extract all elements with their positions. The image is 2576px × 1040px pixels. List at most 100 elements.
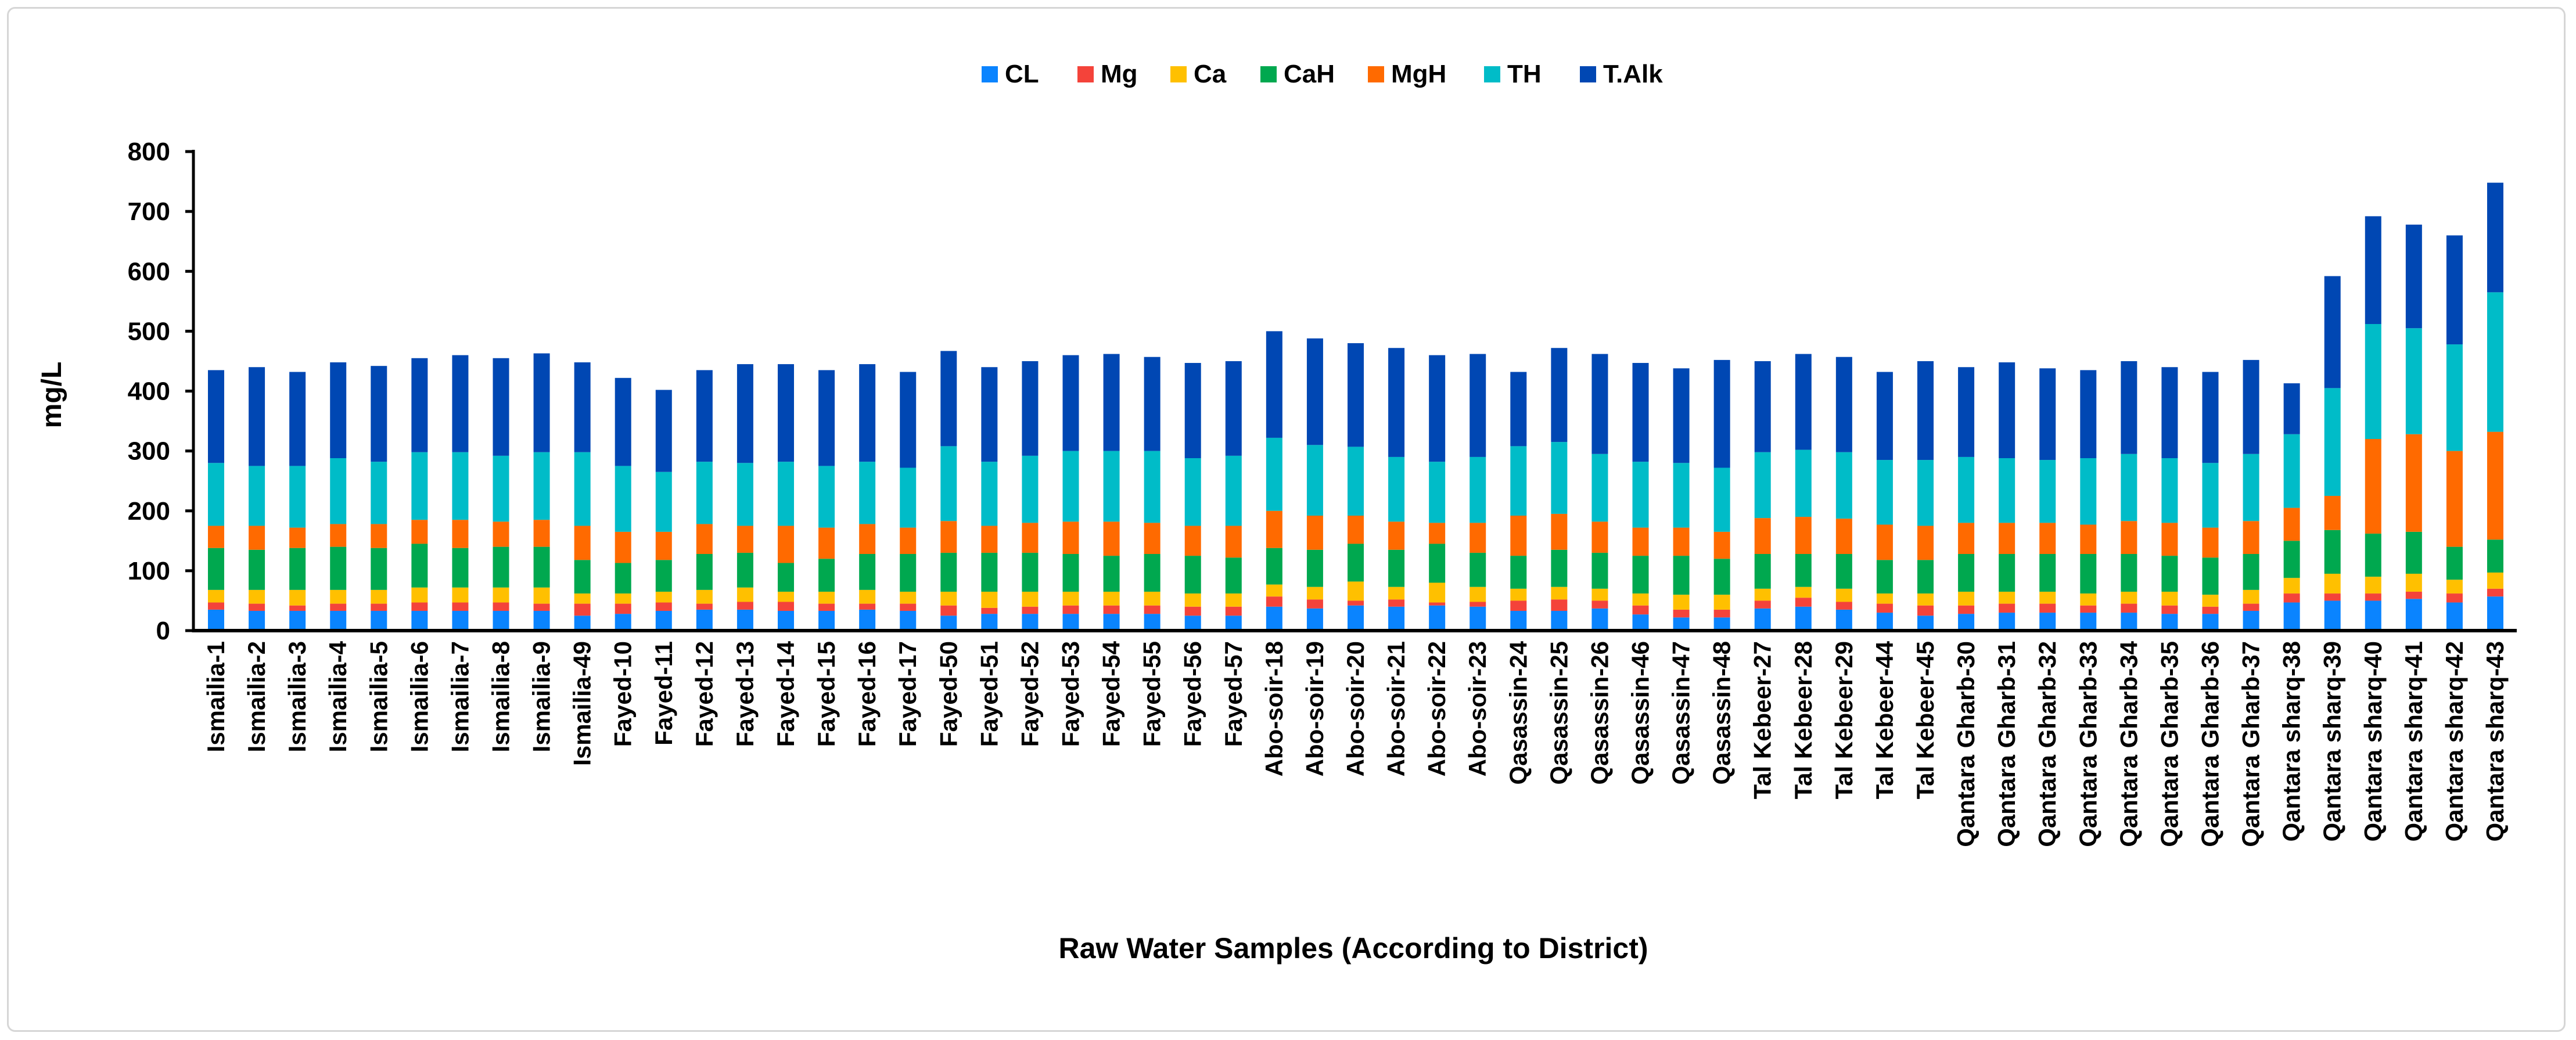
x-tick-label: Fayed-10 xyxy=(609,641,637,747)
bar-stack xyxy=(1835,357,1852,631)
bar-segment-th xyxy=(1062,451,1079,522)
bar-segment-cl xyxy=(1306,608,1323,631)
bar-segment-mgh xyxy=(371,524,387,548)
bar-segment-cah xyxy=(411,544,428,588)
bar-stack xyxy=(1062,355,1079,631)
bar-stack xyxy=(2039,368,2056,631)
x-tick-label: Qasassin-48 xyxy=(1708,641,1736,785)
bar-segment-mgh xyxy=(2039,523,2056,554)
bar-segment-th xyxy=(2039,460,2056,523)
x-tick-label: Qantara Gharb-34 xyxy=(2115,640,2142,847)
x-tick-label: Qantara sharq-40 xyxy=(2359,641,2387,841)
bar-segment-cl xyxy=(1266,606,1282,631)
bar-segment-ca xyxy=(2243,589,2259,604)
bar-segment-talk xyxy=(452,355,469,452)
bar-stack xyxy=(2324,276,2341,631)
bar-segment-ca xyxy=(411,587,428,603)
bar-segment-cah xyxy=(574,560,591,594)
bar-segment-mgh xyxy=(655,531,672,560)
bar-segment-ca xyxy=(2161,591,2178,606)
x-tick-label: Qantara sharq-43 xyxy=(2481,641,2509,841)
bar-segment-th xyxy=(940,446,957,521)
legend-label: Mg xyxy=(1101,60,1138,88)
bar-segment-cl xyxy=(2487,596,2503,631)
legend-swatch xyxy=(1170,66,1187,82)
bar-segment-ca xyxy=(1062,591,1079,606)
bar-segment-th xyxy=(1713,467,1730,532)
y-axis-title: mg/L xyxy=(37,362,67,429)
bar-segment-mg xyxy=(1022,606,1039,614)
x-tick-label: Ismailia-5 xyxy=(365,641,392,752)
bar-segment-mgh xyxy=(818,527,835,559)
bar-segment-talk xyxy=(900,372,917,468)
legend-swatch xyxy=(1368,66,1384,82)
x-tick-label: Tal Kebeer-27 xyxy=(1749,641,1776,799)
bar-stack xyxy=(574,362,591,631)
x-tick-label: Fayed-16 xyxy=(853,641,881,747)
bar-stack xyxy=(1673,368,1690,631)
bar-segment-ca xyxy=(1144,591,1161,606)
bar-segment-cl xyxy=(859,609,876,631)
x-tick-label: Fayed-51 xyxy=(975,641,1003,747)
bar-segment-mgh xyxy=(2324,495,2341,530)
bar-segment-talk xyxy=(2405,224,2422,329)
bar-segment-talk xyxy=(2243,359,2259,454)
bar-segment-cah xyxy=(1470,552,1486,587)
bar-segment-mgh xyxy=(1754,518,1771,554)
bar-segment-cah xyxy=(2080,554,2097,594)
bar-segment-cl xyxy=(249,610,265,631)
x-tick-label: Abo-soir-18 xyxy=(1260,641,1288,776)
bar-segment-mg xyxy=(1673,609,1690,618)
bar-segment-ca xyxy=(452,587,469,603)
bar-segment-ca xyxy=(655,591,672,603)
bar-segment-mgh xyxy=(1266,510,1282,548)
bar-segment-talk xyxy=(2446,235,2463,345)
bar-segment-mgh xyxy=(1551,513,1568,550)
bar-segment-th xyxy=(2080,458,2097,525)
legend-item-mg: Mg xyxy=(1077,60,1138,88)
bar-segment-talk xyxy=(1673,368,1690,463)
bar-stack xyxy=(1470,354,1486,631)
bar-segment-mgh xyxy=(2243,521,2259,554)
x-tick-label: Ismailia-9 xyxy=(528,641,555,752)
x-tick-label: Tal Kebeer-29 xyxy=(1830,641,1858,799)
bar-segment-mgh xyxy=(736,526,753,553)
bar-segment-th xyxy=(615,466,631,532)
bars: Ismailia-1 Ismailia-2 Ismailia-3 Ismailia-4… xyxy=(202,182,2509,847)
bar-stack xyxy=(1225,361,1242,631)
bar-segment-cl xyxy=(1835,609,1852,631)
bar-segment-cah xyxy=(1551,549,1568,587)
bar-segment-cl xyxy=(1999,613,2015,631)
bar-segment-talk xyxy=(2039,368,2056,460)
bar-stack xyxy=(736,364,753,631)
bar-segment-cl xyxy=(1876,613,1893,631)
bar-segment-th xyxy=(1470,456,1486,523)
y-tick-label: 400 xyxy=(128,377,170,406)
bar-segment-talk xyxy=(2161,367,2178,458)
bar-segment-th xyxy=(1266,437,1282,511)
bar-segment-th xyxy=(289,466,306,528)
bar-segment-ca xyxy=(1917,593,1934,606)
bar-stack xyxy=(1795,354,1812,631)
bar-stack xyxy=(2487,182,2503,631)
bar-segment-mgh xyxy=(1795,517,1812,554)
bar-segment-mgh xyxy=(1144,523,1161,554)
bar-segment-mgh xyxy=(1103,521,1120,556)
bar-segment-mgh xyxy=(696,524,713,554)
bar-segment-mg xyxy=(1348,600,1364,606)
x-tick-label: Qasassin-46 xyxy=(1627,641,1654,785)
bar-segment-mg xyxy=(859,603,876,610)
bar-segment-talk xyxy=(1835,357,1852,452)
bar-segment-mgh xyxy=(1022,523,1039,553)
bar-segment-talk xyxy=(493,358,509,456)
figure-border xyxy=(7,7,2566,1032)
bar-segment-cah xyxy=(452,548,469,588)
bar-segment-mg xyxy=(1266,596,1282,607)
x-tick-label: Qasassin-24 xyxy=(1504,640,1532,785)
bar-segment-cl xyxy=(1144,614,1161,631)
bar-segment-talk xyxy=(859,364,876,462)
bar-segment-talk xyxy=(1306,338,1323,445)
x-tick-label: Fayed-17 xyxy=(894,641,921,747)
x-tick-label: Ismailia-1 xyxy=(202,641,229,752)
bar-segment-talk xyxy=(981,367,998,462)
